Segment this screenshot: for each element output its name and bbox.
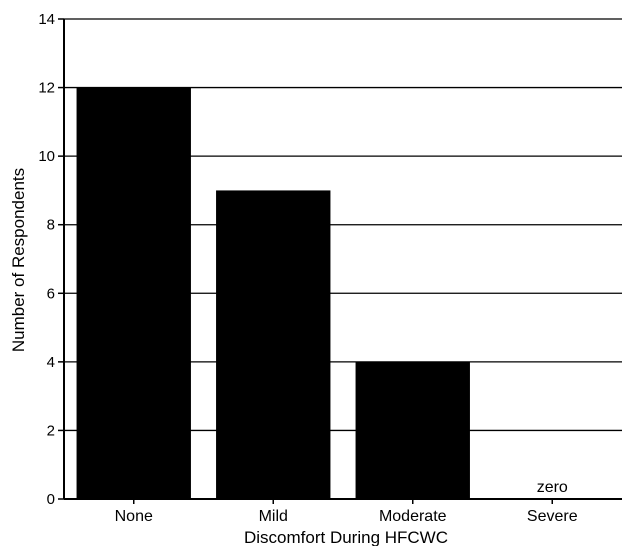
- axes: [63, 19, 622, 500]
- annotation-label: zero: [537, 479, 568, 496]
- x-tick-label: Moderate: [379, 508, 447, 525]
- bars: [76, 87, 470, 500]
- y-axis-title: Number of Respondents: [9, 168, 28, 352]
- y-tick-label: 12: [38, 80, 55, 97]
- y-tick-label: 0: [47, 491, 55, 508]
- y-tick-label: 6: [47, 285, 55, 302]
- x-axis-title: Discomfort During HFCWC: [244, 528, 448, 546]
- x-tick-labels: None Mild Moderate Severe: [115, 499, 578, 525]
- y-tick-label: 10: [38, 148, 55, 165]
- y-tick-label: 14: [38, 11, 55, 28]
- y-tick-label: 4: [47, 354, 55, 371]
- y-tick-labels: 0 2 4 6 8 10 12 14: [38, 11, 64, 508]
- bar-mild: [216, 190, 331, 499]
- x-tick-label: Severe: [527, 508, 578, 525]
- bar-none: [76, 87, 191, 500]
- x-tick-label: Mild: [259, 508, 288, 525]
- x-tick-label: None: [115, 508, 153, 525]
- bar-moderate: [355, 361, 470, 499]
- y-tick-label: 2: [47, 422, 55, 439]
- y-tick-label: 8: [47, 217, 55, 234]
- annotations: zero: [537, 479, 568, 496]
